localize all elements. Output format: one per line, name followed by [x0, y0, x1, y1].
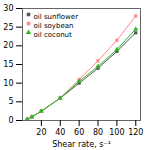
svg-text:10: 10 — [3, 79, 13, 88]
svg-text:oil coconut: oil coconut — [34, 31, 73, 39]
svg-text:40: 40 — [55, 128, 65, 137]
svg-text:60: 60 — [74, 128, 84, 137]
svg-text:20: 20 — [3, 41, 13, 50]
svg-text:5: 5 — [8, 97, 13, 106]
svg-text:0: 0 — [8, 116, 13, 125]
svg-text:25: 25 — [3, 23, 13, 32]
svg-text:oil sunflower: oil sunflower — [34, 13, 79, 21]
svg-text:80: 80 — [93, 128, 103, 137]
svg-text:100: 100 — [109, 128, 124, 137]
svg-text:15: 15 — [3, 60, 13, 69]
svg-text:120: 120 — [128, 128, 143, 137]
svg-text:20: 20 — [36, 128, 46, 137]
svg-text:30: 30 — [3, 4, 13, 13]
svg-text:Shear rate, s⁻¹: Shear rate, s⁻¹ — [52, 140, 111, 149]
svg-text:oil soybean: oil soybean — [34, 22, 74, 30]
